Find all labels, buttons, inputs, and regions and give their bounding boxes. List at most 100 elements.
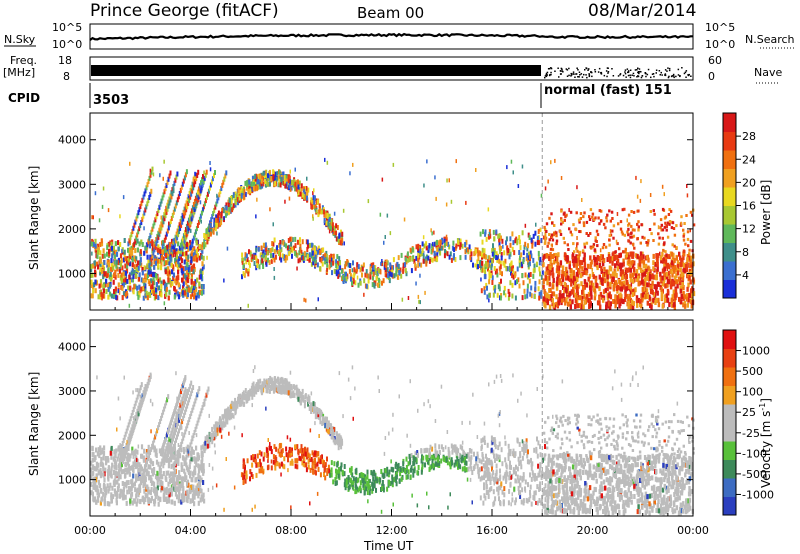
heatmap-cell: [197, 194, 200, 200]
heatmap-cell: [595, 240, 598, 243]
heatmap-cell: [90, 283, 93, 288]
heatmap-cell: [443, 238, 446, 244]
heatmap-cell: [136, 291, 139, 297]
heatmap-cell: [485, 236, 488, 242]
heatmap-cell: [117, 240, 120, 246]
heatmap-cell: [391, 265, 393, 270]
heatmap-cell: [579, 212, 583, 215]
heatmap-cell: [492, 243, 494, 249]
heatmap-cell: [575, 247, 578, 251]
heatmap-cell: [128, 279, 131, 285]
heatmap-cell: [338, 256, 341, 262]
heatmap-cell: [487, 259, 489, 265]
heatmap-cell: [94, 482, 97, 488]
heatmap-cell: [190, 216, 193, 222]
heatmap-cell: [135, 473, 138, 479]
nave-dot: [570, 75, 572, 77]
heatmap-cell: [335, 230, 337, 236]
heatmap-cell: [633, 260, 636, 266]
heatmap-cell: [428, 243, 431, 249]
heatmap-cell: [147, 498, 151, 504]
nave-dot: [664, 73, 667, 75]
heatmap-cell: [94, 279, 97, 285]
heatmap-cell: [185, 169, 188, 175]
heatmap-cell: [149, 464, 152, 470]
heatmap-cell: [660, 228, 663, 232]
heatmap-cell: [388, 275, 391, 280]
heatmap-cell: [649, 210, 652, 213]
heatmap-cell: [135, 501, 138, 507]
heatmap-cell: [402, 268, 405, 274]
heatmap-cell: [170, 471, 173, 477]
nave-dot: [549, 74, 551, 76]
heatmap-cell: [127, 260, 130, 266]
heatmap-cell: [281, 171, 284, 177]
nave-dot: [640, 71, 642, 73]
heatmap-cell: [174, 252, 177, 257]
heatmap-cell: [137, 405, 140, 411]
heatmap-cell: [257, 246, 260, 252]
heatmap-cell: [164, 186, 167, 192]
heatmap-cell: [202, 204, 205, 210]
heatmap-cell: [317, 297, 319, 302]
heatmap-cell: [229, 204, 232, 210]
heatmap-cell: [214, 170, 216, 175]
heatmap-cell: [616, 298, 620, 304]
heatmap-cell: [152, 223, 155, 229]
heatmap-cell: [501, 238, 504, 244]
heatmap-cell: [646, 255, 648, 260]
nave-dot: [550, 67, 553, 70]
heatmap-cell: [186, 276, 189, 282]
heatmap-cell: [186, 498, 189, 504]
heatmap-cell: [107, 259, 110, 265]
heatmap-cell: [213, 173, 215, 179]
heatmap-cell: [187, 482, 190, 488]
heatmap-cell: [622, 275, 625, 280]
nave-dot: [588, 74, 591, 76]
heatmap-cell: [191, 188, 194, 194]
heatmap-cell: [161, 244, 164, 250]
heatmap-cell: [615, 273, 618, 278]
heatmap-cell: [543, 253, 547, 259]
heatmap-cell: [244, 180, 247, 186]
heatmap-cell: [543, 302, 546, 308]
heatmap-cell: [585, 282, 588, 288]
heatmap-cell: [264, 255, 267, 260]
heatmap-cell: [337, 273, 340, 279]
heatmap-cell: [633, 246, 636, 250]
heatmap-cell: [251, 254, 254, 260]
heatmap-cell: [491, 251, 494, 257]
heatmap-cell: [100, 282, 103, 288]
heatmap-cell: [135, 411, 138, 417]
heatmap-cell: [104, 467, 107, 473]
heatmap-cell: [657, 225, 660, 230]
heatmap-cell: [480, 252, 483, 258]
heatmap-cell: [642, 254, 645, 260]
heatmap-cell: [630, 224, 633, 228]
heatmap-cell: [490, 265, 493, 270]
heatmap-cell: [642, 281, 645, 287]
heatmap-cell: [530, 237, 533, 243]
heatmap-cell: [675, 255, 678, 261]
heatmap-cell: [287, 174, 290, 180]
heatmap-cell: [136, 463, 139, 469]
heatmap-cell: [147, 449, 150, 454]
heatmap-cell: [192, 210, 195, 216]
heatmap-cell: [544, 232, 547, 238]
heatmap-cell: [172, 264, 175, 270]
heatmap-cell: [659, 271, 662, 277]
heatmap-cell: [147, 486, 150, 492]
heatmap-cell: [136, 238, 139, 244]
heatmap-cell: [583, 279, 587, 285]
heatmap-cell: [177, 454, 180, 460]
heatmap-cell: [672, 261, 675, 267]
nave-dot: [625, 76, 627, 78]
heatmap-cell: [691, 292, 694, 298]
heatmap-cell: [148, 175, 151, 181]
heatmap-cell: [301, 192, 304, 198]
heatmap-cell: [551, 273, 555, 279]
heatmap-cell: [193, 182, 196, 188]
heatmap-cell: [150, 256, 153, 262]
heatmap-cell: [419, 273, 421, 278]
heatmap-cell: [208, 228, 211, 234]
